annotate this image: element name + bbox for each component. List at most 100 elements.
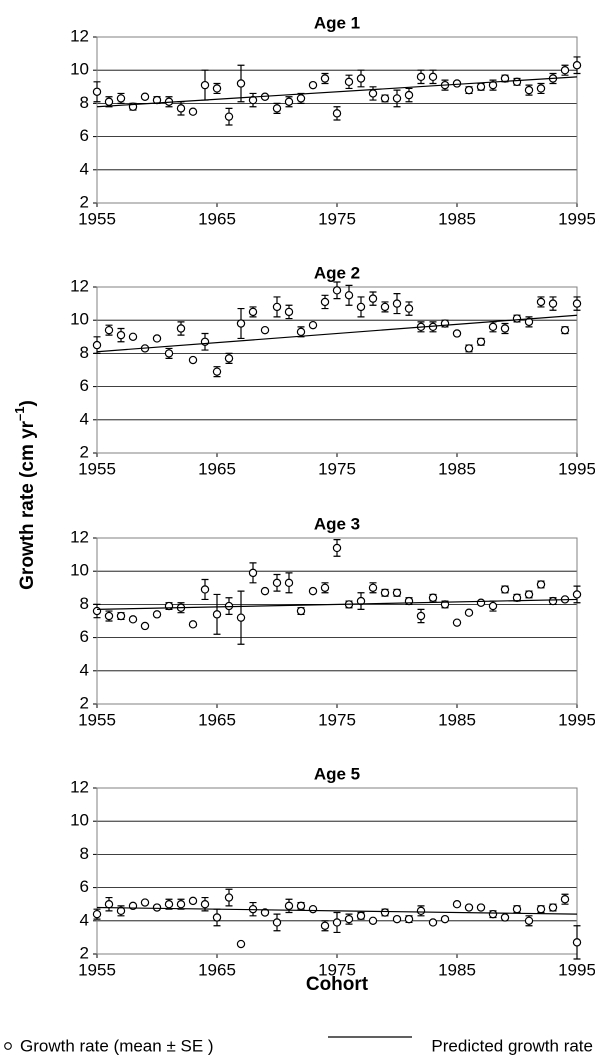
data-point xyxy=(320,583,330,593)
data-point xyxy=(380,94,390,103)
data-point xyxy=(380,908,390,917)
y-tick-label: 4 xyxy=(80,660,89,679)
data-point xyxy=(356,911,366,921)
data-point xyxy=(236,319,246,328)
data-point xyxy=(500,585,510,594)
data-point xyxy=(248,307,258,317)
x-tick-label: 1955 xyxy=(78,960,116,979)
data-point xyxy=(548,299,558,308)
y-tick-label: 4 xyxy=(80,409,89,428)
x-tick-label: 1955 xyxy=(78,209,116,228)
data-point xyxy=(380,588,390,597)
x-tick-label: 1975 xyxy=(318,710,356,729)
data-point xyxy=(212,84,222,93)
x-tick-label: 1965 xyxy=(198,209,236,228)
data-point xyxy=(260,586,270,596)
trend-line xyxy=(96,598,578,610)
data-point xyxy=(488,601,498,611)
data-point xyxy=(296,327,306,337)
data-point xyxy=(164,900,174,909)
data-point xyxy=(104,325,114,335)
plot-frame xyxy=(96,36,578,204)
data-point xyxy=(176,900,186,909)
x-tick-label: 1975 xyxy=(318,960,356,979)
y-tick-label: 10 xyxy=(70,60,89,79)
data-point xyxy=(560,325,570,335)
y-tick-label: 10 xyxy=(70,811,89,830)
data-point xyxy=(116,611,126,621)
data-point xyxy=(236,79,246,88)
data-point xyxy=(524,590,534,599)
x-tick-label: 1995 xyxy=(558,710,595,729)
data-point xyxy=(368,89,378,98)
data-point xyxy=(524,916,534,926)
data-point xyxy=(296,94,306,103)
data-point xyxy=(104,611,114,621)
x-tick-label: 1965 xyxy=(198,960,236,979)
data-point xyxy=(128,332,138,341)
data-point xyxy=(524,317,534,327)
data-point xyxy=(152,95,162,105)
data-point xyxy=(188,896,198,906)
data-point xyxy=(296,901,306,911)
data-point xyxy=(464,903,474,912)
y-axis-label: Growth rate (cm yr–1) xyxy=(12,400,38,590)
data-point xyxy=(488,909,498,919)
trend-line xyxy=(96,314,578,353)
y-label-text: Growth rate (cm yr xyxy=(17,420,38,590)
data-point xyxy=(344,77,354,87)
data-point xyxy=(476,598,486,607)
data-point xyxy=(320,74,330,83)
data-point xyxy=(476,82,486,92)
data-point xyxy=(332,286,342,295)
x-tick-label: 1995 xyxy=(558,209,595,228)
data-point xyxy=(92,340,102,350)
data-point xyxy=(332,543,342,553)
data-point xyxy=(260,908,270,917)
trend-line xyxy=(96,76,578,108)
data-point xyxy=(512,314,522,323)
data-point xyxy=(284,97,294,106)
data-point xyxy=(536,904,546,914)
y-tick-label: 8 xyxy=(80,844,89,863)
data-point xyxy=(92,909,102,919)
data-point xyxy=(332,109,342,118)
data-point xyxy=(572,938,582,947)
x-tick-label: 1975 xyxy=(318,209,356,228)
data-point xyxy=(176,324,186,333)
data-point xyxy=(368,916,378,926)
data-point xyxy=(524,85,534,95)
y-tick-label: 2 xyxy=(80,693,89,712)
data-point xyxy=(452,618,462,627)
data-point xyxy=(92,87,102,96)
data-point xyxy=(416,72,426,82)
panel-title: Age 2 xyxy=(314,263,360,282)
data-point xyxy=(572,299,582,308)
data-point xyxy=(344,914,354,924)
data-point xyxy=(500,74,510,83)
plot-frame xyxy=(96,537,578,705)
data-point xyxy=(512,77,522,87)
data-point xyxy=(428,918,438,927)
data-point xyxy=(368,294,378,303)
data-point xyxy=(380,302,390,312)
y-label-end: ) xyxy=(17,400,38,406)
data-point xyxy=(512,593,522,602)
data-point xyxy=(188,620,198,629)
data-point xyxy=(200,585,210,594)
data-point xyxy=(476,903,486,912)
x-tick-label: 1955 xyxy=(78,710,116,729)
data-point xyxy=(416,611,426,621)
data-point xyxy=(116,906,126,916)
y-tick-label: 10 xyxy=(70,561,89,580)
x-tick-label: 1985 xyxy=(438,710,476,729)
data-point xyxy=(284,578,294,588)
y-tick-label: 2 xyxy=(80,192,89,211)
data-point xyxy=(344,291,354,300)
y-tick-label: 8 xyxy=(80,343,89,362)
y-tick-label: 12 xyxy=(70,276,89,295)
data-point xyxy=(128,615,138,624)
data-point xyxy=(404,596,414,606)
data-point xyxy=(560,65,570,75)
panel-title: Age 1 xyxy=(314,13,360,32)
